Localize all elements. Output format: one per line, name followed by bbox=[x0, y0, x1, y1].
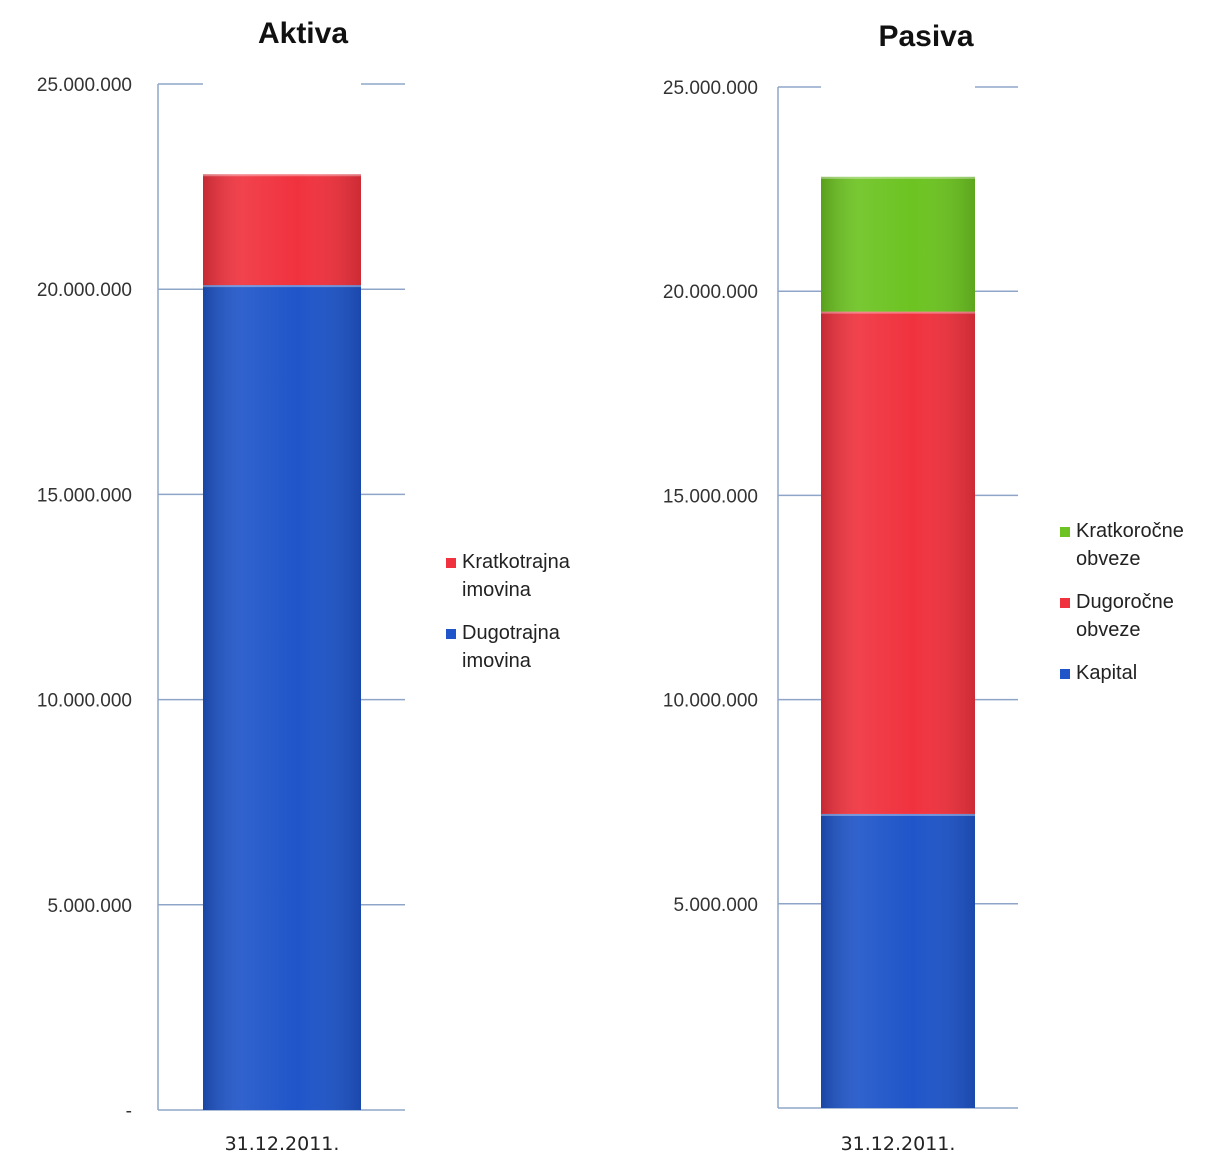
legend: Kratkoročne obveze Dugoročne obveze Kapital bbox=[1060, 520, 1184, 684]
y-tick-label: 5.000.000 bbox=[673, 895, 758, 916]
y-tick-label: 25.000.000 bbox=[37, 75, 132, 96]
bar-stack bbox=[203, 174, 361, 1110]
y-tick-label: 10.000.000 bbox=[37, 691, 132, 712]
legend-item: Kratkoročne obveze bbox=[1060, 520, 1184, 570]
legend-item: Kratkotrajna imovina bbox=[446, 551, 571, 601]
y-tick-label: 20.000.000 bbox=[37, 280, 132, 301]
y-tick-label: - bbox=[126, 1101, 132, 1122]
legend-item: Dugoročne obveze bbox=[1060, 591, 1174, 641]
y-tick-label: 15.000.000 bbox=[37, 485, 132, 506]
legend-label: Dugotrajna bbox=[462, 622, 561, 644]
chart-aktiva: Aktiva - 5.000.000 10.000.000 15.000.000 20.… bbox=[37, 17, 571, 1154]
legend: Kratkotrajna imovina Dugotrajna imovina bbox=[446, 551, 571, 672]
legend-swatch bbox=[1060, 527, 1070, 537]
legend-label: Kratkoročne bbox=[1076, 520, 1184, 542]
y-tick-label: 10.000.000 bbox=[663, 691, 758, 712]
bar-segment-shading bbox=[203, 285, 361, 1110]
bar-segment-shading bbox=[821, 176, 975, 312]
y-tick-label: 15.000.000 bbox=[663, 486, 758, 507]
legend-label: Dugoročne bbox=[1076, 591, 1174, 613]
y-axis-ticks: 5.000.000 10.000.000 15.000.000 20.000.000 2… bbox=[663, 78, 1018, 916]
legend-swatch bbox=[1060, 598, 1070, 608]
x-tick-label: 31.12.2011. bbox=[841, 1133, 956, 1154]
bar-segment-shading bbox=[203, 174, 361, 286]
legend-swatch bbox=[446, 558, 456, 568]
legend-label: obveze bbox=[1076, 548, 1141, 570]
legend-swatch bbox=[446, 629, 456, 639]
chart-title: Pasiva bbox=[878, 20, 973, 53]
legend-label: imovina bbox=[462, 579, 532, 601]
legend-label: Kratkotrajna bbox=[462, 551, 571, 573]
y-tick-label: 25.000.000 bbox=[663, 78, 758, 99]
legend-label: imovina bbox=[462, 650, 532, 672]
chart-title: Aktiva bbox=[258, 17, 348, 50]
legend-label: Kapital bbox=[1076, 662, 1137, 684]
chart-pasiva: Pasiva 5.000.000 10.000.000 15.000.000 20.0… bbox=[663, 20, 1184, 1154]
y-tick-label: 5.000.000 bbox=[47, 896, 132, 917]
legend-item: Kapital bbox=[1060, 662, 1137, 684]
y-axis-ticks: - 5.000.000 10.000.000 15.000.000 20.000.000… bbox=[37, 75, 405, 1122]
x-tick-label: 31.12.2011. bbox=[225, 1133, 340, 1154]
bar-stack bbox=[821, 176, 975, 1108]
y-tick-label: 20.000.000 bbox=[663, 282, 758, 303]
bar-segment-shading bbox=[821, 813, 975, 1108]
legend-swatch bbox=[1060, 669, 1070, 679]
legend-label: obveze bbox=[1076, 619, 1141, 641]
bar-segment-shading bbox=[821, 311, 975, 814]
legend-item: Dugotrajna imovina bbox=[446, 622, 561, 672]
